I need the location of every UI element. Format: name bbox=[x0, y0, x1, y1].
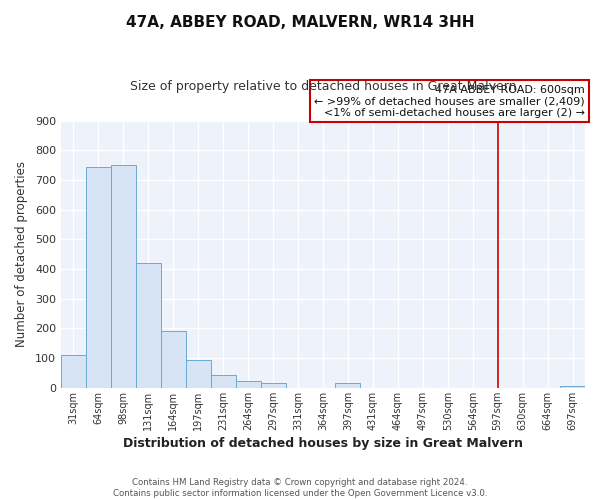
Text: 47A ABBEY ROAD: 600sqm
← >99% of detached houses are smaller (2,409)
<1% of semi: 47A ABBEY ROAD: 600sqm ← >99% of detache… bbox=[314, 84, 585, 118]
Text: 47A, ABBEY ROAD, MALVERN, WR14 3HH: 47A, ABBEY ROAD, MALVERN, WR14 3HH bbox=[126, 15, 474, 30]
Bar bbox=[136, 263, 161, 388]
Bar bbox=[560, 386, 585, 388]
Bar bbox=[86, 166, 111, 388]
Text: Contains HM Land Registry data © Crown copyright and database right 2024.
Contai: Contains HM Land Registry data © Crown c… bbox=[113, 478, 487, 498]
Bar bbox=[236, 382, 260, 388]
X-axis label: Distribution of detached houses by size in Great Malvern: Distribution of detached houses by size … bbox=[123, 437, 523, 450]
Bar bbox=[211, 374, 236, 388]
Bar bbox=[335, 384, 361, 388]
Bar bbox=[186, 360, 211, 388]
Bar bbox=[260, 382, 286, 388]
Bar bbox=[61, 355, 86, 388]
Y-axis label: Number of detached properties: Number of detached properties bbox=[15, 161, 28, 347]
Title: Size of property relative to detached houses in Great Malvern: Size of property relative to detached ho… bbox=[130, 80, 516, 93]
Bar bbox=[111, 165, 136, 388]
Bar bbox=[161, 332, 186, 388]
